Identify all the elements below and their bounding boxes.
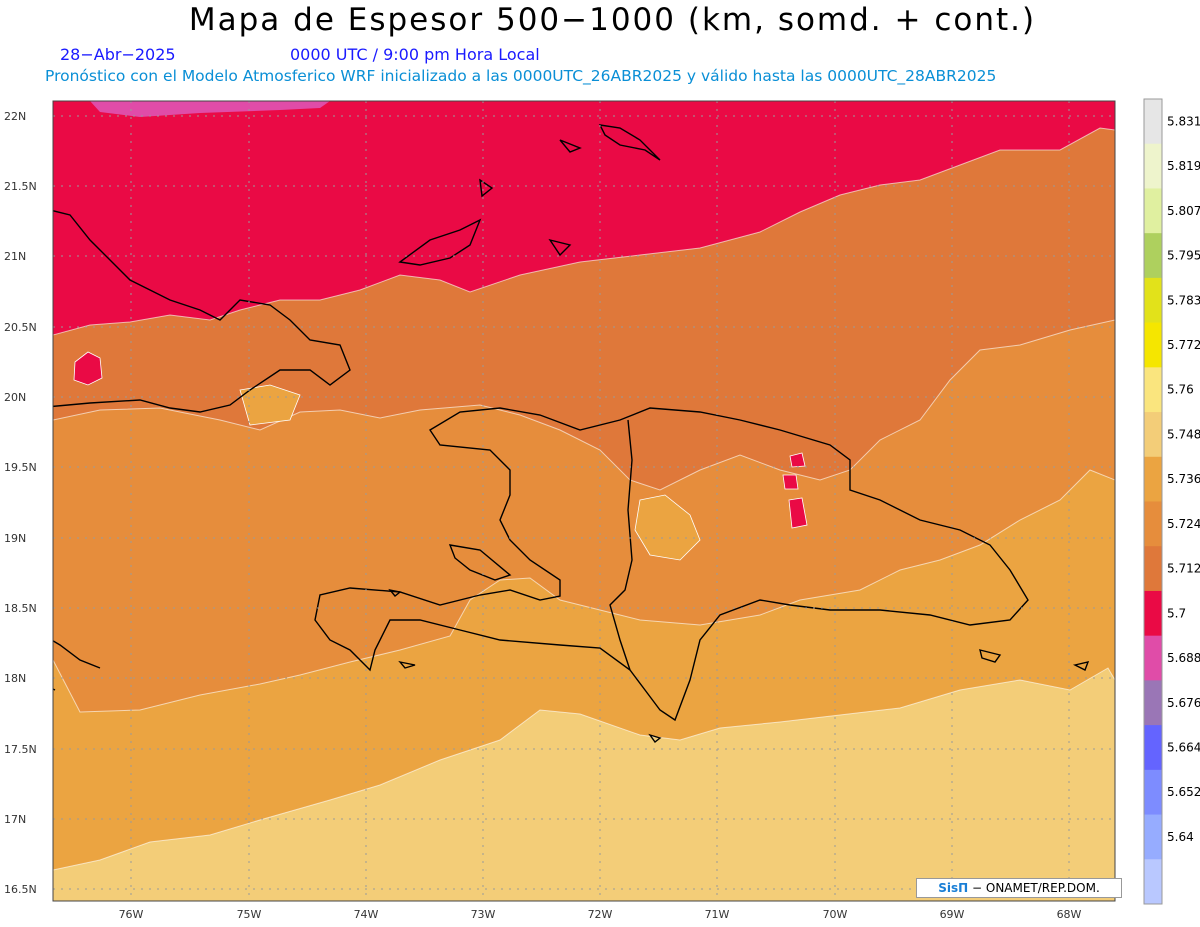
colorbar-swatch <box>1144 501 1162 547</box>
lon-tick-label: 76W <box>119 908 144 921</box>
lat-tick-label: 18.5N <box>4 602 37 615</box>
thickness-patch-light-2 <box>239 384 301 426</box>
colorbar-swatch <box>1144 590 1162 637</box>
colorbar-label: 5.76 <box>1167 383 1194 397</box>
colorbar-swatch <box>1144 412 1162 458</box>
colorbar-swatch <box>1144 635 1162 681</box>
colorbar-label: 5.831 <box>1167 114 1200 128</box>
lat-tick-label: 20.5N <box>4 321 37 334</box>
colorbar-swatch <box>1144 456 1162 502</box>
lat-tick-label: 18N <box>4 672 26 685</box>
colorbar-label: 5.807 <box>1167 204 1200 218</box>
colorbar-swatch <box>1144 859 1162 905</box>
colorbar-label: 5.7 <box>1167 606 1186 620</box>
model-info: Pronóstico con el Modelo Atmosferico WRF… <box>45 67 997 85</box>
forecast-date: 28−Abr−2025 <box>60 45 176 64</box>
thickness-patch-pink <box>90 101 330 117</box>
colorbar-label: 5.783 <box>1167 293 1200 307</box>
colorbar-label: 5.664 <box>1167 740 1200 754</box>
colorbar-swatch <box>1144 367 1162 413</box>
colorbar-swatch <box>1144 725 1162 771</box>
map-title: Mapa de Espesor 500−1000 (km, somd. + co… <box>188 2 1037 38</box>
credit-text: − ONAMET/REP.DOM. <box>972 881 1100 895</box>
colorbar-label: 5.795 <box>1167 249 1200 263</box>
lat-tick-label: 17N <box>4 813 26 826</box>
colorbar-swatch <box>1144 277 1162 324</box>
forecast-time: 0000 UTC / 9:00 pm Hora Local <box>290 45 540 64</box>
lat-tick-label: 19.5N <box>4 461 37 474</box>
colorbar-label: 5.724 <box>1167 517 1200 531</box>
colorbar-label: 5.748 <box>1167 427 1200 441</box>
lon-tick-label: 75W <box>237 908 262 921</box>
colorbar: 5.831 5.819 5.807 5.795 5.783 5.772 5.76 5.748 5… <box>1143 98 1200 905</box>
colorbar-swatch <box>1144 143 1162 189</box>
lat-tick-label: 16.5N <box>4 883 37 896</box>
colorbar-swatch <box>1144 99 1162 145</box>
colorbar-label: 5.736 <box>1167 472 1200 486</box>
lon-tick-label: 70W <box>823 908 848 921</box>
lat-tick-label: 19N <box>4 532 26 545</box>
colorbar-swatch <box>1144 680 1162 726</box>
colorbar-swatch <box>1144 233 1162 279</box>
lat-tick-label: 17.5N <box>4 743 37 756</box>
colorbar-swatch <box>1144 188 1162 234</box>
lon-tick-label: 73W <box>471 908 496 921</box>
lon-tick-label: 69W <box>940 908 965 921</box>
thickness-patch-red-3 <box>782 474 799 490</box>
lon-tick-label: 74W <box>354 908 379 921</box>
lat-tick-label: 20N <box>4 391 26 404</box>
colorbar-label: 5.676 <box>1167 696 1200 710</box>
colorbar-label: 5.688 <box>1167 651 1200 665</box>
thickness-band-red <box>53 101 1115 336</box>
lat-axis: 22N 21.5N 21N 20.5N 20N 19.5N 19N 18.5N … <box>4 110 37 896</box>
colorbar-swatch <box>1144 546 1162 592</box>
lat-tick-label: 21.5N <box>4 180 37 193</box>
colorbar-label: 5.64 <box>1167 830 1194 844</box>
lat-tick-label: 22N <box>4 110 26 123</box>
thickness-patch-red-1 <box>73 351 103 386</box>
thickness-patch-light-1 <box>634 494 701 561</box>
sispi-logo: SisΠ <box>938 881 969 895</box>
lat-tick-label: 21N <box>4 250 26 263</box>
colorbar-swatch <box>1144 814 1162 860</box>
lon-tick-label: 68W <box>1057 908 1082 921</box>
colorbar-label: 5.819 <box>1167 159 1200 173</box>
colorbar-frame <box>1143 98 1163 905</box>
map-frame <box>52 100 1116 902</box>
lon-tick-label: 72W <box>588 908 613 921</box>
thickness-patch-red-2 <box>789 452 806 468</box>
lon-axis: 76W 75W 74W 73W 72W 71W 70W 69W 68W <box>119 908 1082 921</box>
colorbar-label: 5.712 <box>1167 562 1200 576</box>
coastlines <box>53 124 1090 744</box>
graticule <box>53 101 1115 901</box>
colorbar-label: 5.772 <box>1167 338 1200 352</box>
colorbar-swatch <box>1144 322 1162 368</box>
credit-box: SisΠ − ONAMET/REP.DOM. <box>916 878 1122 898</box>
lon-tick-label: 71W <box>705 908 730 921</box>
thickness-patch-red-4 <box>788 497 808 529</box>
colorbar-swatch <box>1144 769 1162 816</box>
colorbar-label: 5.652 <box>1167 785 1200 799</box>
